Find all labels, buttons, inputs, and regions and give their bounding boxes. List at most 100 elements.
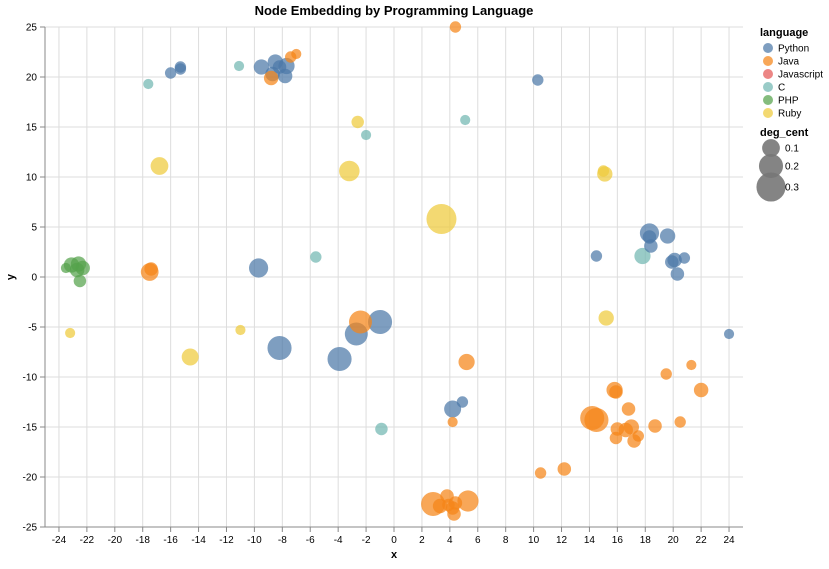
point-java (457, 490, 479, 512)
point-java (660, 368, 672, 380)
point-python (164, 67, 177, 79)
point-java (534, 467, 547, 479)
point-java (263, 70, 279, 86)
point-python (665, 255, 679, 269)
point-python (670, 267, 685, 281)
legend-label-python: Python (778, 44, 809, 55)
legend-label-java: Java (778, 57, 800, 68)
point-c (460, 114, 471, 126)
legend-label-javascript: Javascript (778, 70, 823, 81)
point-python (590, 250, 603, 262)
x-tick-label: 6 (475, 535, 481, 546)
x-tick-label: -8 (278, 535, 287, 546)
point-python (272, 60, 287, 74)
point-java (648, 419, 662, 433)
point-ruby (235, 324, 246, 336)
point-java (349, 310, 372, 334)
legend-label-php: PHP (778, 96, 799, 107)
legend-color-title: language (760, 27, 808, 39)
x-tick-label: 24 (723, 535, 735, 546)
y-tick-label: 10 (26, 173, 38, 184)
point-ruby (65, 327, 76, 339)
point-python (267, 335, 292, 361)
point-ruby (181, 348, 199, 366)
x-tick-label: 4 (447, 535, 453, 546)
point-c (143, 78, 154, 90)
legend-size-label: 0.2 (785, 162, 799, 173)
x-tick-label: -22 (80, 535, 95, 546)
legend-swatch-python (763, 43, 773, 53)
point-java (442, 498, 455, 512)
x-tick-label: -24 (52, 535, 67, 546)
point-python (248, 258, 269, 278)
point-java (686, 359, 697, 371)
x-tick-label: 16 (612, 535, 624, 546)
x-tick-label: 2 (419, 535, 425, 546)
legend: language Python Java Javascript C PHP Ruby deg_… (756, 27, 823, 202)
x-tick-label: 0 (391, 535, 397, 546)
legend-swatch-c (763, 82, 773, 92)
y-tick-label: -5 (28, 323, 37, 334)
x-tick-label: 10 (528, 535, 540, 546)
x-tick-label: 12 (556, 535, 568, 546)
x-tick-label: -18 (135, 535, 150, 546)
y-tick-label: -10 (23, 373, 38, 384)
point-java (557, 462, 572, 476)
point-python (174, 63, 187, 75)
point-java (584, 407, 609, 433)
point-python (456, 396, 469, 408)
legend-size-swatch (756, 172, 786, 202)
x-tick-label: -16 (163, 535, 178, 546)
y-tick-label: 25 (26, 23, 38, 34)
x-axis-title: x (391, 549, 398, 561)
legend-label-ruby: Ruby (778, 109, 801, 120)
x-tick-label: 20 (668, 535, 680, 546)
point-java (144, 262, 158, 276)
legend-size-label: 0.1 (785, 144, 799, 155)
point-java (458, 353, 475, 371)
point-ruby (597, 165, 610, 177)
axes: -24 -22 -20 -18 -16 -14 -12 -10 -8 -6 -4 -2 0 2 4 6 8 10 1… (23, 23, 743, 546)
legend-size-title: deg_cent (760, 127, 809, 139)
point-python (644, 239, 658, 253)
legend-size-label: 0.3 (785, 183, 799, 194)
y-tick-label: -15 (23, 423, 38, 434)
point-c (310, 251, 322, 263)
legend-size-swatch (758, 153, 784, 179)
point-java (609, 431, 623, 445)
point-java (291, 48, 302, 60)
point-python (367, 309, 393, 335)
point-java (447, 416, 458, 428)
x-tick-label: 22 (696, 535, 708, 546)
point-c (375, 422, 388, 436)
point-ruby (150, 157, 169, 175)
point-c (361, 129, 372, 141)
point-python (532, 74, 544, 86)
x-tick-label: 8 (503, 535, 509, 546)
y-tick-label: 5 (31, 223, 37, 234)
point-python (678, 252, 691, 264)
legend-label-c: C (778, 83, 785, 94)
point-php (69, 262, 85, 278)
legend-swatch-ruby (763, 108, 773, 118)
chart-title: Node Embedding by Programming Language (255, 3, 534, 18)
point-c (233, 60, 245, 72)
point-python (659, 228, 676, 244)
point-ruby (426, 204, 457, 234)
point-java (693, 382, 709, 398)
point-php (73, 274, 87, 288)
y-tick-label: 15 (26, 123, 38, 134)
grid-lines (45, 26, 743, 528)
point-ruby (351, 115, 364, 129)
point-java (449, 21, 462, 33)
point-java (621, 402, 636, 416)
point-java (609, 385, 623, 399)
x-tick-label: -10 (247, 535, 262, 546)
point-python (327, 346, 352, 372)
x-tick-label: -20 (108, 535, 123, 546)
legend-swatch-php (763, 95, 773, 105)
y-tick-label: 20 (26, 73, 38, 84)
x-tick-label: 14 (584, 535, 596, 546)
